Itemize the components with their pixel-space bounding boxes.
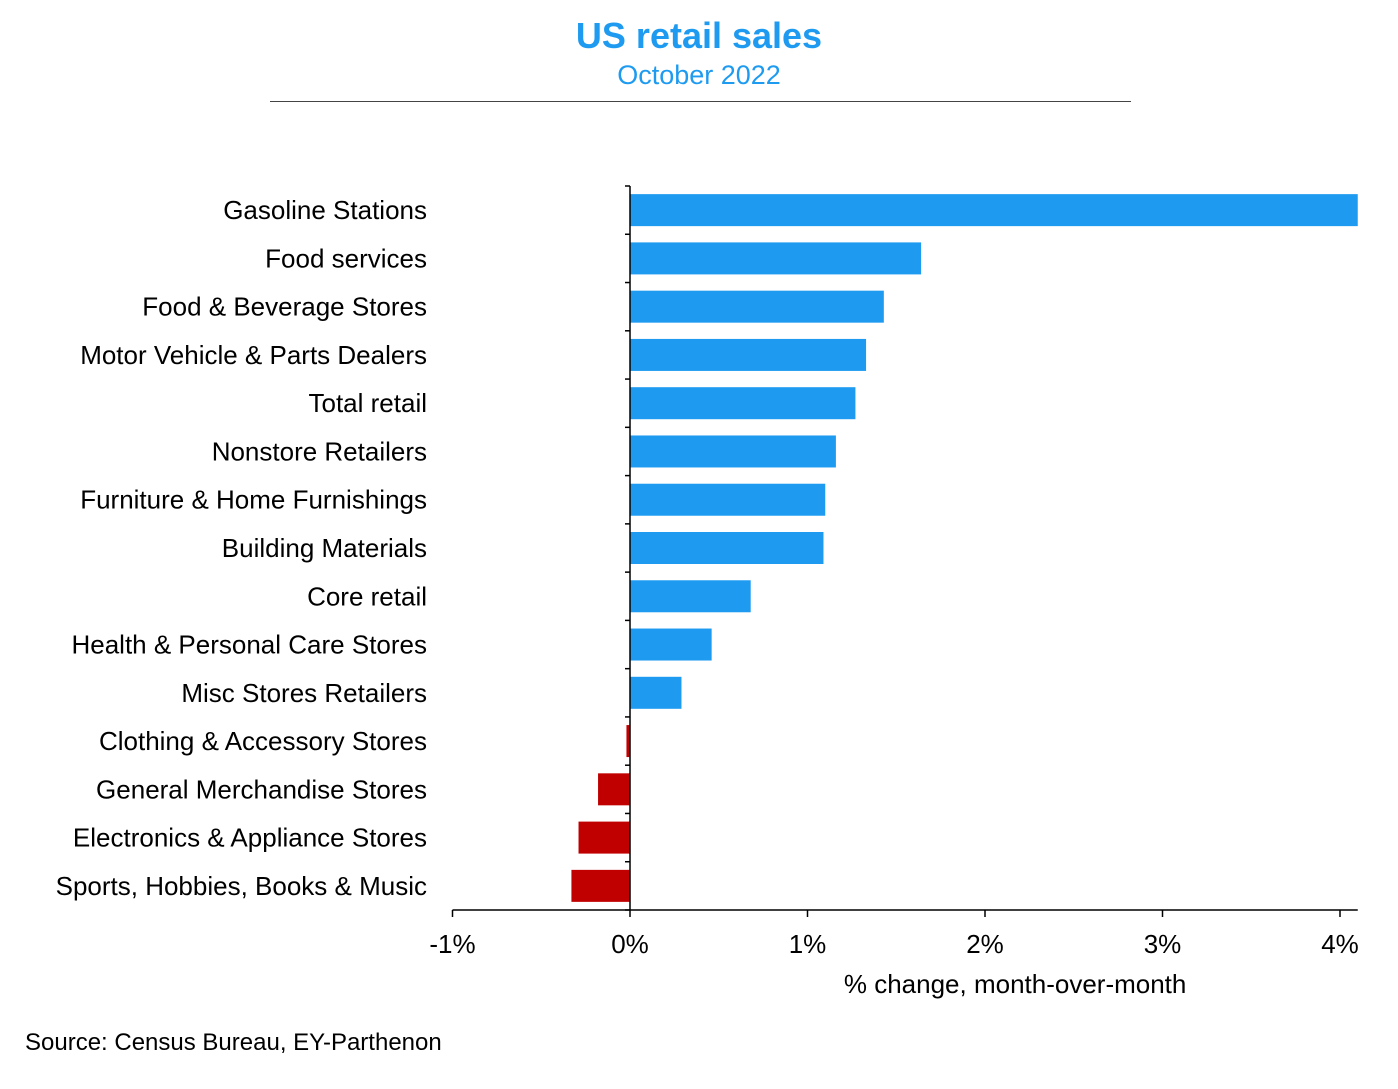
category-label: Building Materials bbox=[222, 533, 427, 563]
bar bbox=[626, 725, 630, 758]
bar bbox=[630, 338, 867, 371]
bar bbox=[630, 580, 751, 613]
x-tick-label: 2% bbox=[966, 929, 1004, 959]
x-tick-label: 1% bbox=[789, 929, 827, 959]
bar bbox=[598, 773, 630, 806]
bar bbox=[630, 435, 836, 468]
category-label: Food & Beverage Stores bbox=[142, 292, 427, 322]
bar bbox=[571, 869, 630, 902]
category-label: Furniture & Home Furnishings bbox=[80, 485, 427, 515]
bar bbox=[630, 483, 826, 516]
category-label: Food services bbox=[265, 243, 427, 273]
category-label: Total retail bbox=[309, 388, 428, 418]
bar bbox=[630, 290, 884, 323]
category-label: Gasoline Stations bbox=[223, 195, 427, 225]
bar bbox=[630, 532, 824, 564]
x-tick-label: 4% bbox=[1321, 929, 1359, 959]
bar bbox=[630, 387, 856, 420]
category-label: Motor Vehicle & Parts Dealers bbox=[80, 340, 427, 370]
category-label: Electronics & Appliance Stores bbox=[73, 823, 427, 853]
category-label: General Merchandise Stores bbox=[96, 774, 427, 804]
bar bbox=[578, 821, 630, 854]
title-divider bbox=[270, 101, 1131, 102]
bar bbox=[630, 676, 682, 709]
bar bbox=[630, 628, 712, 661]
category-label: Misc Stores Retailers bbox=[181, 678, 427, 708]
chart-title: US retail sales bbox=[575, 15, 823, 56]
category-label: Core retail bbox=[307, 581, 427, 611]
chart-subtitle: October 2022 bbox=[617, 60, 781, 90]
category-label: Health & Personal Care Stores bbox=[71, 630, 427, 660]
x-tick-label: 3% bbox=[1144, 929, 1182, 959]
x-tick-label: -1% bbox=[429, 929, 475, 959]
x-tick-label: 0% bbox=[611, 929, 649, 959]
x-axis-title: % change, month-over-month bbox=[844, 969, 1187, 999]
category-label: Nonstore Retailers bbox=[212, 436, 427, 466]
bar bbox=[630, 242, 922, 275]
category-label: Clothing & Accessory Stores bbox=[99, 726, 427, 756]
category-label: Sports, Hobbies, Books & Music bbox=[56, 871, 427, 901]
source-note: Source: Census Bureau, EY-Parthenon bbox=[25, 1029, 442, 1056]
bar bbox=[630, 194, 1358, 227]
